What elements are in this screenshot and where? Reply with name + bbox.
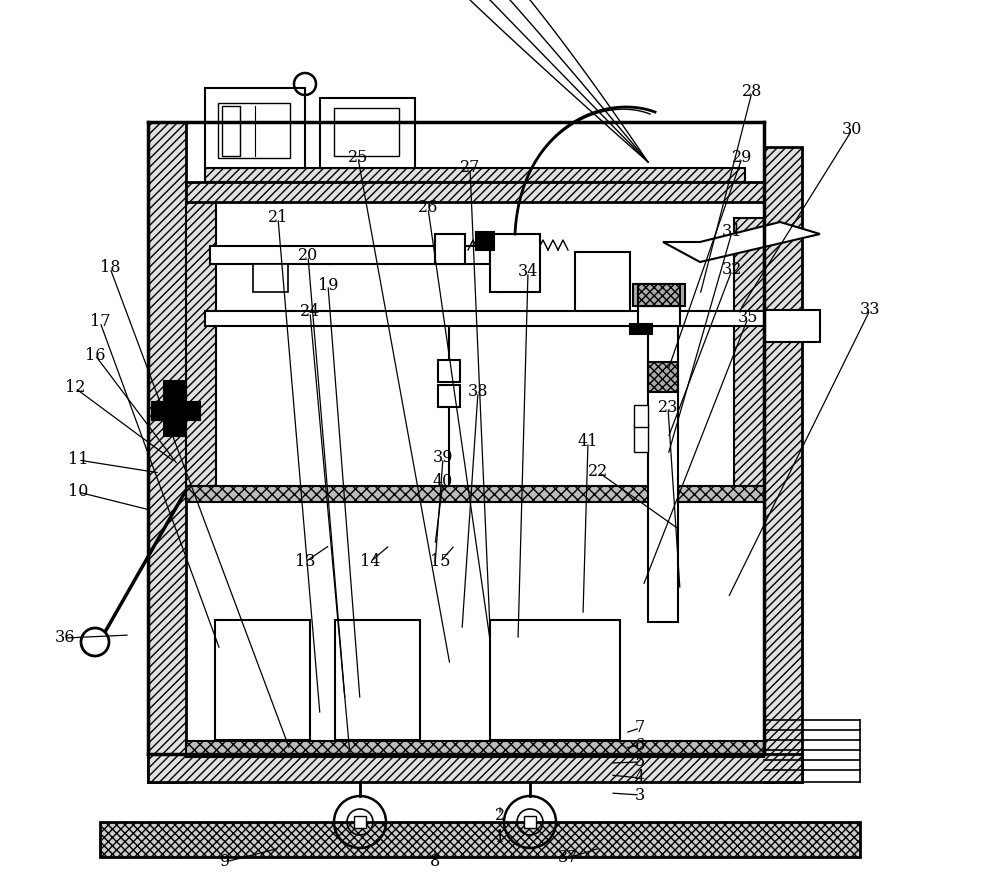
Bar: [764, 147, 802, 782]
Text: 26: 26: [418, 199, 438, 216]
Text: 13: 13: [295, 554, 315, 571]
Bar: [205, 168, 745, 182]
Bar: [186, 486, 764, 502]
Text: 17: 17: [90, 313, 110, 331]
Bar: [630, 324, 652, 334]
Text: 16: 16: [85, 347, 105, 363]
Bar: [148, 122, 186, 782]
Circle shape: [525, 817, 535, 827]
Text: 22: 22: [588, 464, 608, 481]
Text: 31: 31: [722, 223, 742, 241]
Bar: [638, 284, 680, 306]
Text: 10: 10: [68, 483, 88, 500]
Bar: [438, 360, 460, 382]
Text: 4: 4: [635, 769, 645, 787]
Text: 38: 38: [468, 384, 488, 400]
Text: 27: 27: [460, 160, 480, 176]
Bar: [253, 264, 288, 292]
Text: 21: 21: [268, 210, 288, 227]
Bar: [186, 741, 764, 757]
Text: 23: 23: [658, 400, 678, 416]
Bar: [490, 620, 620, 740]
Text: 37: 37: [558, 849, 578, 866]
Text: 28: 28: [742, 84, 762, 101]
Text: 35: 35: [738, 310, 758, 326]
Bar: [490, 234, 540, 292]
Bar: [205, 311, 800, 326]
Text: 24: 24: [300, 303, 320, 320]
Circle shape: [81, 628, 109, 656]
Bar: [634, 405, 648, 427]
Bar: [215, 620, 310, 740]
Bar: [186, 182, 764, 202]
Bar: [164, 381, 186, 436]
Text: 3: 3: [635, 787, 645, 804]
Bar: [648, 362, 678, 392]
Bar: [648, 326, 678, 622]
Text: 39: 39: [433, 450, 453, 467]
Bar: [100, 822, 860, 857]
Bar: [320, 98, 415, 168]
Text: 34: 34: [518, 264, 538, 280]
Text: 14: 14: [360, 554, 380, 571]
Text: 15: 15: [430, 554, 450, 571]
Text: 1: 1: [495, 829, 505, 847]
Text: 25: 25: [348, 150, 368, 167]
Bar: [354, 816, 366, 828]
Bar: [148, 754, 802, 782]
Text: 41: 41: [578, 433, 598, 451]
Text: 29: 29: [732, 150, 752, 167]
Polygon shape: [663, 222, 820, 262]
Text: 9: 9: [220, 854, 230, 871]
Text: 33: 33: [860, 302, 880, 318]
Text: 36: 36: [55, 630, 75, 647]
Bar: [575, 252, 630, 312]
Bar: [638, 306, 680, 326]
Bar: [152, 402, 200, 420]
Bar: [476, 232, 494, 250]
Text: 11: 11: [68, 452, 88, 468]
Text: 18: 18: [100, 259, 120, 276]
Text: 8: 8: [430, 854, 440, 871]
Bar: [634, 424, 648, 452]
Bar: [633, 284, 685, 306]
Text: 5: 5: [635, 753, 645, 771]
Text: 2: 2: [495, 806, 505, 824]
Bar: [334, 108, 399, 156]
Text: 40: 40: [433, 474, 453, 490]
Text: 19: 19: [318, 276, 338, 294]
Bar: [222, 106, 240, 156]
Circle shape: [355, 817, 365, 827]
Bar: [435, 234, 465, 264]
Bar: [734, 218, 764, 486]
Text: 6: 6: [635, 736, 645, 753]
Text: 12: 12: [65, 379, 85, 397]
Bar: [210, 246, 490, 264]
Text: 30: 30: [842, 122, 862, 138]
Bar: [438, 385, 460, 407]
Bar: [524, 816, 536, 828]
Text: 20: 20: [298, 248, 318, 265]
Bar: [765, 310, 820, 342]
Text: 7: 7: [635, 720, 645, 736]
Bar: [205, 88, 305, 168]
Bar: [186, 198, 216, 486]
Text: 32: 32: [722, 261, 742, 279]
Bar: [218, 103, 290, 158]
Bar: [335, 620, 420, 740]
